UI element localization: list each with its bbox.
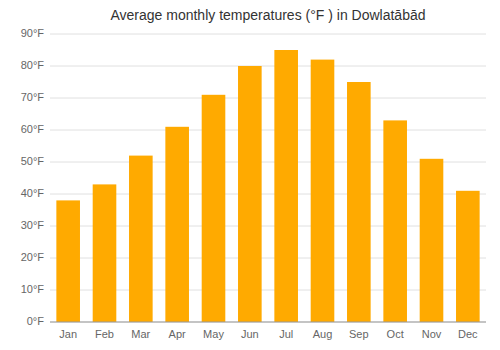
x-tick-label: Jul (279, 328, 293, 340)
y-tick-label: 10°F (21, 283, 45, 295)
y-tick-label: 20°F (21, 251, 45, 263)
bars (56, 50, 479, 322)
x-axis: Jan Feb Mar Apr May Jun Jul Aug Sep Oct Nov Dec (50, 322, 486, 340)
y-tick-label: 80°F (21, 59, 45, 71)
y-tick-label: 60°F (21, 123, 45, 135)
x-tick-label: Jan (59, 328, 77, 340)
bar (383, 120, 407, 322)
x-tick-label: Mar (131, 328, 150, 340)
bar (202, 95, 226, 322)
y-tick-label: 70°F (21, 91, 45, 103)
x-tick-label: Dec (458, 328, 478, 340)
grid (50, 34, 486, 322)
chart-container: 0°F 10°F 20°F 30°F 40°F 50°F 60°F 70°F 80°F 90°F J… (0, 0, 500, 350)
bar (456, 191, 480, 322)
bar (93, 184, 117, 322)
x-axis-line (50, 322, 486, 323)
bar (420, 159, 444, 322)
x-tick-label: Apr (169, 328, 186, 340)
y-tick-label: 40°F (21, 187, 45, 199)
y-axis: 0°F 10°F 20°F 30°F 40°F 50°F 60°F 70°F 80°F 90°F (21, 27, 45, 327)
y-tick-label: 90°F (21, 27, 45, 39)
x-tick-label: Jun (241, 328, 259, 340)
grid-line (50, 130, 486, 131)
bar (311, 60, 335, 322)
x-tick-label: Nov (422, 328, 442, 340)
y-tick-label: 0°F (27, 315, 45, 327)
bar (165, 127, 189, 322)
x-tick-label: Oct (387, 328, 404, 340)
grid-line (50, 34, 486, 35)
y-tick-label: 30°F (21, 219, 45, 231)
grid-line (50, 66, 486, 67)
y-tick-label: 50°F (21, 155, 45, 167)
x-tick-label: Sep (349, 328, 369, 340)
x-tick-label: May (203, 328, 224, 340)
bar (274, 50, 298, 322)
grid-line (50, 98, 486, 99)
bar (129, 156, 153, 322)
bar (347, 82, 371, 322)
bar (56, 200, 80, 322)
grid-line (50, 322, 486, 323)
chart: 0°F 10°F 20°F 30°F 40°F 50°F 60°F 70°F 80°F 90°F J… (0, 0, 500, 350)
title: Average monthly temperatures (°F ) in Do… (110, 7, 425, 23)
x-tick-label: Feb (95, 328, 114, 340)
x-tick-label: Aug (313, 328, 333, 340)
bar (238, 66, 262, 322)
